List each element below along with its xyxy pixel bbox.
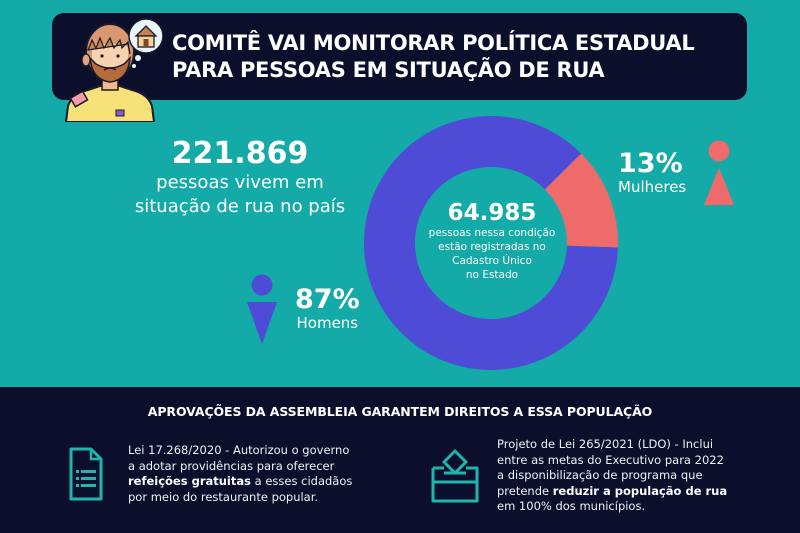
donut-center-label: 64.985 pessoas nessa condição estão regi… bbox=[412, 200, 572, 282]
center-line-1: pessoas nessa condição bbox=[428, 227, 556, 239]
men-category: Homens bbox=[296, 314, 359, 332]
approvals-title: APROVAÇÕES DA ASSEMBLEIA GARANTEM DIREIT… bbox=[147, 404, 653, 419]
law-2-highlight: reduzir a população de rua bbox=[552, 483, 728, 498]
women-label: 13% Mulheres bbox=[618, 148, 687, 197]
header-banner bbox=[52, 13, 747, 100]
national-stat-line-1: pessoas vivem em bbox=[156, 172, 324, 193]
law-2-line-5: em 100% dos municípios. bbox=[497, 499, 646, 513]
law-2-line-4-pre: pretende bbox=[497, 483, 553, 498]
law-1-line-4: por meio do restaurante popular. bbox=[128, 489, 319, 504]
donut-slice-mulheres bbox=[544, 153, 618, 248]
men-percent: 87% bbox=[295, 284, 360, 315]
law-1-line-3: refeições gratuitas a esses cidadãos bbox=[128, 474, 352, 490]
law-1-text: Lei 17.268/2020 - Autorizou o governo a … bbox=[128, 443, 352, 505]
title-line-2: PARA PESSOAS EM SITUAÇÃO DE RUA bbox=[172, 58, 605, 82]
center-line-3: Cadastro Único bbox=[452, 255, 532, 267]
man-icon bbox=[247, 274, 277, 344]
ballot-box-icon bbox=[431, 449, 479, 503]
women-percent: 13% bbox=[618, 148, 683, 179]
women-category: Mulheres bbox=[618, 178, 687, 196]
law-2-line-3: a disponibilização de programa que bbox=[497, 468, 703, 482]
law-2-text: Projeto de Lei 265/2021 (LDO) - Inclui e… bbox=[497, 437, 727, 515]
registered-count: 64.985 bbox=[447, 200, 537, 226]
law-1-line-3-rest: a esses cidadãos bbox=[250, 474, 353, 488]
men-label: 87% Homens bbox=[295, 284, 360, 333]
center-line-4: no Estado bbox=[465, 269, 519, 281]
title-line-1: COMITÊ VAI MONITORAR POLÍTICA ESTADUAL bbox=[172, 31, 695, 55]
center-line-2: estão registradas no bbox=[438, 241, 546, 253]
national-stat-value: 221.869 bbox=[171, 136, 309, 171]
donut-slice-homens bbox=[363, 116, 618, 370]
law-1-line-2: a adotar providências para oferecer bbox=[128, 458, 335, 473]
law-2-line-1: Projeto de Lei 265/2021 (LDO) - Inclui bbox=[497, 437, 714, 451]
national-stat: 221.869 pessoas vivem em situação de rua… bbox=[110, 137, 370, 219]
law-1-line-1: Lei 17.268/2020 - Autorizou o governo bbox=[128, 443, 350, 457]
homeless-person-icon bbox=[64, 18, 164, 122]
woman-icon bbox=[704, 140, 734, 205]
law-2-line-2: entre as metas do Executivo para 2022 bbox=[497, 452, 724, 467]
document-list-icon bbox=[69, 447, 103, 501]
law-1-highlight: refeições gratuitas bbox=[128, 474, 251, 488]
approvals-section bbox=[0, 387, 800, 533]
page-title: COMITÊ VAI MONITORAR POLÍTICA ESTADUAL P… bbox=[172, 30, 742, 84]
national-stat-line-2: situação de rua no país bbox=[134, 196, 346, 217]
law-2-line-4: pretende reduzir a população de rua bbox=[497, 484, 727, 500]
